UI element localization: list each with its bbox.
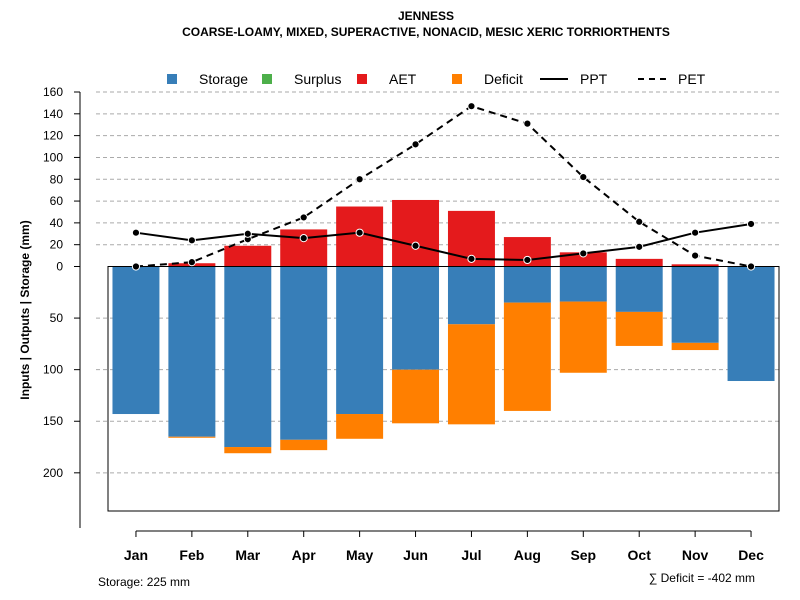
y-tick-label: 20 xyxy=(50,238,64,252)
deficit-bar xyxy=(168,436,216,438)
y-tick-label: 50 xyxy=(50,311,64,325)
y-tick-label: 60 xyxy=(50,194,64,208)
ppt-point xyxy=(187,236,196,245)
y-tick-label: 200 xyxy=(43,466,63,480)
storage-bar xyxy=(447,266,495,325)
pet-point xyxy=(746,262,756,271)
ppt-point xyxy=(523,255,532,265)
aet-bar xyxy=(224,245,272,267)
plot-frame xyxy=(107,266,780,512)
ppt-point xyxy=(746,219,756,229)
y-tick-label: 160 xyxy=(43,85,63,99)
storage-bar xyxy=(336,266,384,415)
y-tick-label: 150 xyxy=(43,414,63,428)
pet-point xyxy=(579,172,588,182)
storage-bar xyxy=(168,266,216,437)
aet-bar xyxy=(392,199,440,267)
deficit-bar xyxy=(615,311,663,346)
legend: Storage Surplus AET Deficit PPT PET xyxy=(167,71,706,87)
aet-bar xyxy=(559,252,607,267)
pet-point xyxy=(355,175,364,184)
x-tick-label: Jan xyxy=(124,547,148,563)
deficit-bar xyxy=(280,439,328,451)
x-tick-label: Nov xyxy=(682,547,709,563)
pet-point xyxy=(411,140,420,149)
ppt-point xyxy=(355,228,364,237)
storage-bar xyxy=(615,266,663,312)
storage-bar xyxy=(503,266,551,303)
ppt-point xyxy=(467,254,476,263)
pet-point xyxy=(187,258,196,267)
aet-bar xyxy=(671,264,719,267)
ppt-point xyxy=(579,249,588,258)
x-tick-label: Mar xyxy=(235,547,260,563)
x-tick-label: Apr xyxy=(292,547,317,563)
y-tick-label: 100 xyxy=(43,150,63,164)
storage-bar xyxy=(392,266,440,370)
lines xyxy=(131,102,756,271)
legend-label-pet: PET xyxy=(678,71,706,87)
y-tick-label: 140 xyxy=(43,107,63,121)
chart-subtitle: COARSE-LOAMY, MIXED, SUPERACTIVE, NONACI… xyxy=(182,25,670,39)
storage-bar xyxy=(559,266,607,302)
ppt-line xyxy=(135,222,752,261)
x-tick-label: Oct xyxy=(628,547,652,563)
y-tick-label: 0 xyxy=(56,260,63,274)
x-tick-label: Aug xyxy=(514,547,541,563)
gridlines xyxy=(96,91,779,474)
deficit-bar xyxy=(392,369,440,424)
x-tick-label: Sep xyxy=(570,547,596,563)
ppt-point xyxy=(299,234,308,243)
y-axis-label: Inputs | Outputs | Storage (mm) xyxy=(18,220,32,399)
ppt-point xyxy=(635,242,644,251)
deficit-note: ∑ Deficit = -402 mm xyxy=(649,571,755,585)
x-tick-label: Jun xyxy=(403,547,428,563)
x-tick-label: Jul xyxy=(461,547,481,563)
y-tick-label: 120 xyxy=(43,129,63,143)
storage-bar xyxy=(112,266,160,415)
legend-label-surplus: Surplus xyxy=(294,71,341,87)
y-tick-label: 40 xyxy=(50,216,64,230)
deficit-bar xyxy=(447,324,495,425)
x-tick-label: Dec xyxy=(738,547,764,563)
ppt-point xyxy=(131,228,141,237)
legend-swatch-aet xyxy=(357,74,367,84)
pet-point xyxy=(467,102,476,111)
pet-point xyxy=(691,251,700,260)
pet-point xyxy=(523,119,532,128)
bars xyxy=(112,199,775,454)
storage-note: Storage: 225 mm xyxy=(98,575,190,589)
legend-label-storage: Storage xyxy=(199,71,248,87)
legend-swatch-deficit xyxy=(452,74,462,84)
x-tick-label: Feb xyxy=(179,547,204,563)
deficit-bar xyxy=(559,301,607,373)
pet-point xyxy=(635,217,644,226)
y-tick-label: 100 xyxy=(43,363,63,377)
storage-bar xyxy=(671,266,719,343)
deficit-bar xyxy=(503,302,551,411)
legend-swatch-surplus xyxy=(262,74,272,84)
y-tick-label: 80 xyxy=(50,172,64,186)
deficit-bar xyxy=(671,342,719,351)
legend-label-deficit: Deficit xyxy=(484,71,523,87)
legend-label-aet: AET xyxy=(389,71,417,87)
deficit-bar xyxy=(224,447,272,454)
chart-title: JENNESS xyxy=(398,9,454,23)
pet-point xyxy=(131,262,141,271)
storage-bar xyxy=(224,266,272,448)
pet-point xyxy=(299,213,308,222)
legend-label-ppt: PPT xyxy=(580,71,608,87)
axes: 0 20 40 60 80 100 120 140 160 50 100 150 200 Jan Feb Ma… xyxy=(43,85,764,563)
ppt-point xyxy=(243,229,252,238)
ppt-point xyxy=(691,228,700,237)
ppt-point xyxy=(411,241,420,250)
x-tick-label: May xyxy=(346,547,373,563)
deficit-bar xyxy=(336,414,384,439)
aet-bar xyxy=(615,258,663,267)
storage-bar xyxy=(280,266,328,440)
storage-bar xyxy=(727,266,775,382)
legend-swatch-storage xyxy=(167,74,177,84)
